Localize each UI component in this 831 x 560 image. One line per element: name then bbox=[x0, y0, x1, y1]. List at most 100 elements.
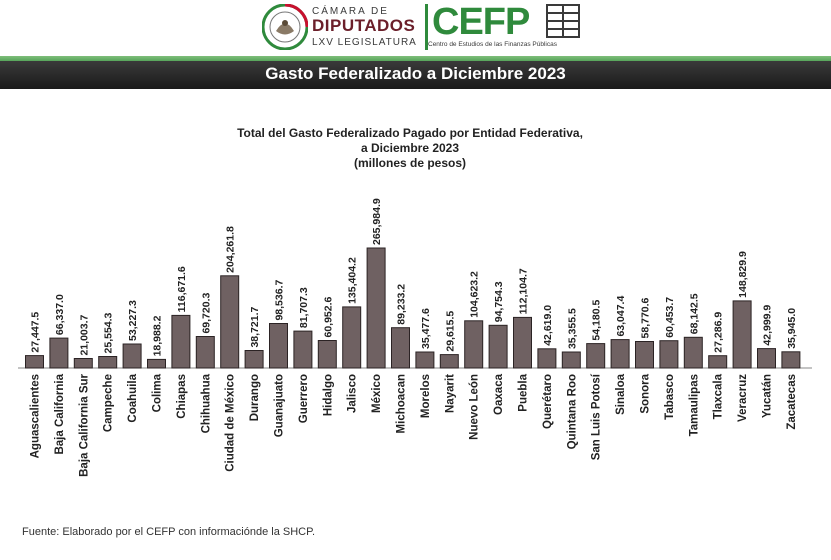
value-label-durango: 38,721.7 bbox=[249, 306, 261, 347]
category-label-tabasco: Tabasco bbox=[664, 374, 676, 420]
value-label-coahuila: 53,227.3 bbox=[127, 300, 139, 341]
value-label-sonora: 58,770.6 bbox=[640, 297, 652, 338]
category-label-tlaxcala: Tlaxcala bbox=[713, 373, 725, 419]
value-label-puebla: 112,104.7 bbox=[518, 268, 530, 314]
bar-guanajuato bbox=[269, 323, 288, 369]
bar-jalisco bbox=[342, 306, 362, 369]
value-label-oaxaca: 94,754.3 bbox=[493, 281, 505, 322]
bar-guerrero bbox=[293, 330, 313, 369]
bar-michoacan bbox=[391, 327, 410, 369]
value-label-baja-california-sur: 21,003.7 bbox=[78, 314, 90, 355]
category-label-guerrero: Guerrero bbox=[298, 374, 310, 423]
category-label-oaxaca: Oaxaca bbox=[493, 373, 505, 415]
value-label-sinaloa: 63,047.4 bbox=[615, 296, 627, 337]
bar-sonora bbox=[635, 341, 654, 369]
category-label-sinaloa: Sinaloa bbox=[615, 373, 627, 415]
page-header: CÁMARA DE DIPUTADOS LXV LEGISLATURA CEFP… bbox=[0, 0, 831, 56]
bar-durango bbox=[244, 350, 264, 369]
bar-tlaxcala bbox=[708, 355, 728, 369]
category-label-san-luis-potosi: San Luis Potosí bbox=[591, 373, 603, 460]
bar-hidalgo bbox=[317, 340, 337, 369]
bar-queretaro bbox=[537, 348, 557, 369]
value-label-baja-california: 66,337.0 bbox=[54, 294, 66, 335]
value-label-queretaro: 42,619.0 bbox=[542, 305, 554, 346]
value-label-colima: 18,988.2 bbox=[152, 315, 164, 356]
bar-chiapas bbox=[171, 314, 191, 369]
category-label-coahuila: Coahuila bbox=[127, 373, 139, 422]
category-label-durango: Durango bbox=[249, 374, 261, 421]
value-label-jalisco: 135,404.2 bbox=[347, 257, 359, 304]
value-label-tabasco: 60,453.7 bbox=[664, 297, 676, 338]
value-label-michoacan: 89,233.2 bbox=[396, 284, 408, 325]
bar-oaxaca bbox=[488, 324, 508, 369]
bar-aguascalientes bbox=[25, 355, 44, 369]
category-label-mexico: México bbox=[371, 374, 383, 413]
value-label-ciudad-de-mexico: 204,261.8 bbox=[225, 226, 237, 273]
value-label-nuevo-leon: 104,623.2 bbox=[469, 271, 481, 318]
bar-tabasco bbox=[659, 340, 679, 369]
category-label-baja-california-sur: Baja California Sur bbox=[78, 373, 90, 476]
category-label-nayarit: Nayarit bbox=[444, 374, 456, 413]
value-label-guanajuato: 98,536.7 bbox=[274, 280, 286, 321]
bar-ciudad-de-mexico bbox=[220, 275, 240, 369]
diputados-label: DIPUTADOS bbox=[312, 16, 416, 35]
bar-sinaloa bbox=[610, 339, 630, 369]
value-label-veracruz: 148,829.9 bbox=[737, 251, 749, 298]
bar-zacatecas bbox=[781, 351, 801, 369]
category-label-yucatan: Yucatán bbox=[762, 374, 774, 418]
category-label-hidalgo: Hidalgo bbox=[322, 374, 334, 416]
category-label-quintana-roo: Quintana Roo bbox=[566, 374, 578, 449]
value-label-morelos: 35,477.6 bbox=[420, 308, 432, 349]
category-label-colima: Colima bbox=[152, 373, 164, 412]
value-label-aguascalientes: 27,447.5 bbox=[30, 312, 42, 353]
value-label-san-luis-potosi: 54,180.5 bbox=[591, 300, 603, 341]
bar-baja-california bbox=[49, 337, 69, 369]
bar-coahuila bbox=[122, 343, 142, 369]
category-label-zacatecas: Zacatecas bbox=[786, 374, 798, 430]
bar-campeche bbox=[98, 356, 118, 369]
bar-baja-california-sur bbox=[73, 358, 93, 369]
category-label-puebla: Puebla bbox=[518, 373, 530, 411]
bar-morelos bbox=[415, 351, 435, 369]
category-label-sonora: Sonora bbox=[640, 373, 652, 413]
title-band bbox=[0, 61, 831, 89]
category-label-michoacan: Michoacan bbox=[396, 374, 408, 433]
bar-chihuahua bbox=[195, 336, 215, 369]
category-label-jalisco: Jalisco bbox=[347, 374, 359, 413]
camara-label: CÁMARA DE bbox=[312, 6, 389, 17]
category-label-campeche: Campeche bbox=[103, 374, 115, 432]
value-label-hidalgo: 60,952.6 bbox=[322, 296, 334, 337]
bar-puebla bbox=[513, 316, 532, 369]
cefp-subtitle: Centro de Estudios de las Finanzas Públi… bbox=[428, 41, 557, 48]
category-label-chiapas: Chiapas bbox=[176, 374, 188, 419]
cefp-logo-text: CEFP bbox=[432, 1, 530, 43]
value-label-chiapas: 116,671.6 bbox=[176, 266, 188, 312]
legislatura-label: LXV LEGISLATURA bbox=[312, 37, 417, 48]
value-label-campeche: 25,554.3 bbox=[103, 312, 115, 353]
chart-title: Total del Gasto Federalizado Pagado por … bbox=[150, 126, 670, 171]
bar-colima bbox=[147, 358, 166, 369]
page-title: Gasto Federalizado a Diciembre 2023 bbox=[265, 64, 566, 83]
category-label-tamaulipas: Tamaulipas bbox=[688, 374, 700, 436]
source-note: Fuente: Elaborado por el CEFP con inform… bbox=[22, 526, 316, 538]
category-label-baja-california: Baja California bbox=[54, 373, 66, 454]
camara-diputados-logo: CÁMARA DE DIPUTADOS LXV LEGISLATURA bbox=[262, 4, 422, 50]
chart-title-line-1: Total del Gasto Federalizado Pagado por … bbox=[237, 126, 583, 140]
value-label-guerrero: 81,707.3 bbox=[298, 287, 310, 328]
category-label-morelos: Morelos bbox=[420, 374, 432, 418]
value-label-tlaxcala: 27,286.9 bbox=[713, 312, 725, 353]
value-label-quintana-roo: 35,355.5 bbox=[566, 308, 578, 349]
value-label-zacatecas: 35,945.0 bbox=[786, 308, 798, 349]
bar-nuevo-leon bbox=[464, 320, 484, 369]
value-label-tamaulipas: 68,142.5 bbox=[688, 293, 700, 334]
cefp-grid-icon bbox=[546, 4, 580, 38]
value-label-chihuahua: 69,720.3 bbox=[200, 293, 212, 334]
bar-mexico bbox=[366, 247, 386, 369]
bar-yucatan bbox=[757, 348, 776, 369]
value-label-nayarit: 29,615.5 bbox=[444, 311, 456, 352]
bar-veracruz bbox=[732, 300, 752, 369]
header-divider bbox=[425, 4, 428, 50]
category-label-ciudad-de-mexico: Ciudad de México bbox=[225, 374, 237, 472]
bar-quintana-roo bbox=[561, 351, 581, 369]
value-label-mexico: 265,984.9 bbox=[371, 198, 383, 245]
